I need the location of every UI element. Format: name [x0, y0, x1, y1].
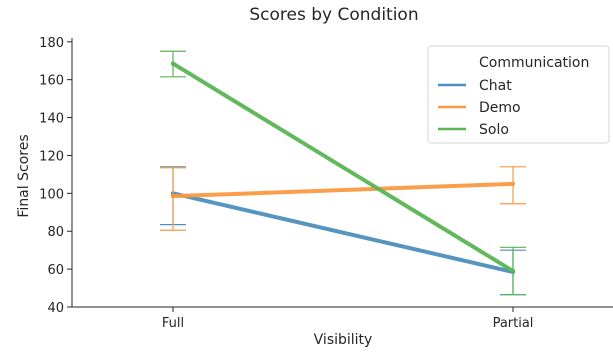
error-bar	[500, 166, 526, 205]
y-axis-ticks: 40 60 80 100 120 140 160 180	[39, 36, 72, 316]
error-bar	[160, 50, 186, 78]
y-tick-label: 60	[47, 263, 64, 278]
x-tick-label: Partial	[493, 316, 534, 331]
x-axis-ticks: Full Partial	[162, 307, 534, 331]
y-tick-label: 80	[47, 225, 64, 240]
data-point	[171, 194, 175, 199]
y-tick-label: 100	[39, 187, 64, 202]
y-tick-label: 120	[39, 149, 64, 164]
plot-area	[71, 38, 613, 308]
y-axis-label: Final Scores	[16, 134, 32, 217]
legend-item-solo: Solo	[438, 122, 509, 138]
error-bar	[160, 167, 186, 231]
legend-title: Communication	[479, 55, 589, 71]
legend-item-chat: Chat	[438, 78, 512, 94]
series-line	[171, 191, 515, 274]
series-line	[171, 61, 515, 274]
legend-box	[427, 45, 610, 144]
x-tick-label: Full	[162, 316, 184, 331]
series-solo	[160, 50, 526, 296]
legend-label: Solo	[479, 122, 509, 138]
series-layer	[160, 50, 526, 296]
error-bar	[500, 246, 526, 296]
y-tick-label: 40	[47, 301, 64, 316]
legend-label: Chat	[479, 78, 512, 94]
y-tick-label: 140	[39, 112, 64, 127]
y-tick-label: 180	[39, 36, 64, 51]
legend-label: Demo	[479, 100, 521, 116]
series-demo	[160, 166, 526, 231]
data-point	[511, 269, 515, 274]
chart-title: Scores by Condition	[249, 5, 418, 25]
legend: Communication Chat Demo Solo	[427, 45, 610, 144]
x-axis-label: Visibility	[314, 332, 373, 348]
series-line	[171, 181, 515, 199]
data-point	[171, 61, 175, 66]
data-point	[511, 181, 515, 186]
legend-item-demo: Demo	[438, 100, 521, 116]
y-tick-label: 160	[39, 74, 64, 89]
legend-entries: Chat Demo Solo	[438, 78, 521, 138]
